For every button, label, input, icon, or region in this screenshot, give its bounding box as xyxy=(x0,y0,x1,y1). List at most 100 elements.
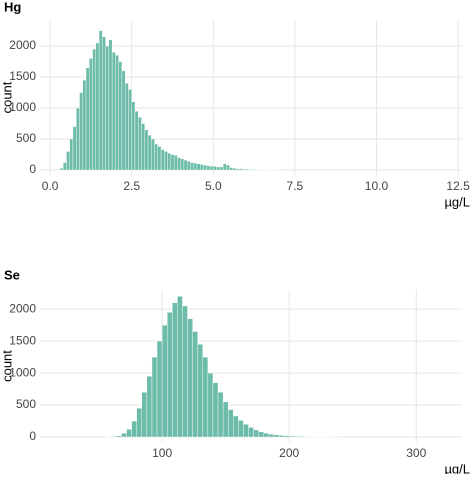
x-tick-label: 2.5 xyxy=(123,179,140,193)
bar xyxy=(187,161,190,170)
x-tick-label: 5.0 xyxy=(205,179,222,193)
bar xyxy=(132,102,135,170)
bar xyxy=(73,127,76,170)
bar xyxy=(147,376,152,437)
x-tick-label: 12.5 xyxy=(446,179,470,193)
bar xyxy=(289,436,294,437)
bar xyxy=(145,130,148,170)
y-tick-label: 500 xyxy=(16,397,36,411)
bar xyxy=(151,139,154,170)
bar xyxy=(70,139,73,170)
bar xyxy=(57,169,60,170)
y-tick-label: 1000 xyxy=(9,365,36,379)
bar xyxy=(294,436,299,437)
bar xyxy=(122,71,125,170)
bar xyxy=(96,43,99,170)
bar xyxy=(230,168,233,170)
x-axis-label: µg/L xyxy=(444,194,470,209)
bar xyxy=(226,165,229,170)
x-axis-label: µg/L xyxy=(444,461,470,474)
bar xyxy=(168,153,171,170)
bar xyxy=(184,160,187,170)
bar xyxy=(269,434,274,437)
bar xyxy=(127,429,132,437)
bar xyxy=(177,296,182,437)
bar xyxy=(174,155,177,170)
y-tick-label: 1500 xyxy=(9,333,36,347)
bar xyxy=(254,430,259,437)
bar xyxy=(102,37,105,170)
bar xyxy=(115,55,118,170)
y-tick-label: 2000 xyxy=(9,301,36,315)
bar xyxy=(152,357,157,437)
bar xyxy=(284,436,289,437)
bar xyxy=(138,117,141,170)
bar xyxy=(158,146,161,170)
bar xyxy=(155,144,158,170)
bar xyxy=(86,68,89,170)
bar xyxy=(66,151,69,170)
bar xyxy=(190,163,193,170)
bar xyxy=(204,165,207,170)
bar xyxy=(89,58,92,170)
bar xyxy=(161,150,164,170)
bar xyxy=(76,108,79,170)
bar xyxy=(200,164,203,170)
bar xyxy=(157,341,162,437)
bar xyxy=(172,303,177,437)
bar xyxy=(128,89,131,170)
bar xyxy=(60,168,63,170)
bar xyxy=(116,436,121,437)
bar xyxy=(207,166,210,170)
bar xyxy=(63,163,66,170)
x-tick-label: 200 xyxy=(279,446,299,460)
x-tick-label: 0.0 xyxy=(42,179,59,193)
bar xyxy=(83,80,86,170)
x-tick-label: 300 xyxy=(406,446,426,460)
bar xyxy=(264,433,269,437)
x-tick-label: 7.5 xyxy=(287,179,304,193)
bar xyxy=(274,435,279,437)
bar xyxy=(252,169,255,170)
y-tick-label: 2000 xyxy=(9,38,36,52)
bar xyxy=(218,392,223,437)
bar xyxy=(249,427,254,437)
bar xyxy=(236,169,239,170)
x-tick-label: 10.0 xyxy=(365,179,389,193)
bar xyxy=(233,416,238,437)
bar xyxy=(220,167,223,170)
bar xyxy=(213,166,216,170)
x-tick-label: 100 xyxy=(152,446,172,460)
bar xyxy=(162,325,167,437)
bar xyxy=(217,167,220,170)
panel-title: Hg xyxy=(4,0,21,14)
bar xyxy=(111,436,116,437)
bar xyxy=(164,151,167,170)
bar xyxy=(243,424,248,437)
bar xyxy=(93,49,96,170)
bar xyxy=(125,83,128,170)
bar xyxy=(109,40,112,170)
bar xyxy=(208,373,213,437)
bar xyxy=(238,420,243,437)
bar xyxy=(193,332,198,437)
bar xyxy=(246,169,249,170)
bar xyxy=(106,46,109,170)
bar xyxy=(188,319,193,437)
bar xyxy=(243,169,246,170)
bar xyxy=(233,168,236,170)
bar xyxy=(239,169,242,170)
y-tick-label: 500 xyxy=(16,131,36,145)
bar xyxy=(210,166,213,170)
bar xyxy=(99,31,102,171)
bar xyxy=(203,357,208,437)
y-tick-label: 1500 xyxy=(9,69,36,83)
bar xyxy=(249,169,252,170)
bar xyxy=(259,432,264,437)
bar xyxy=(299,436,304,437)
bar xyxy=(223,402,228,437)
bar xyxy=(112,52,115,170)
bar xyxy=(121,433,126,437)
bar xyxy=(79,93,82,171)
